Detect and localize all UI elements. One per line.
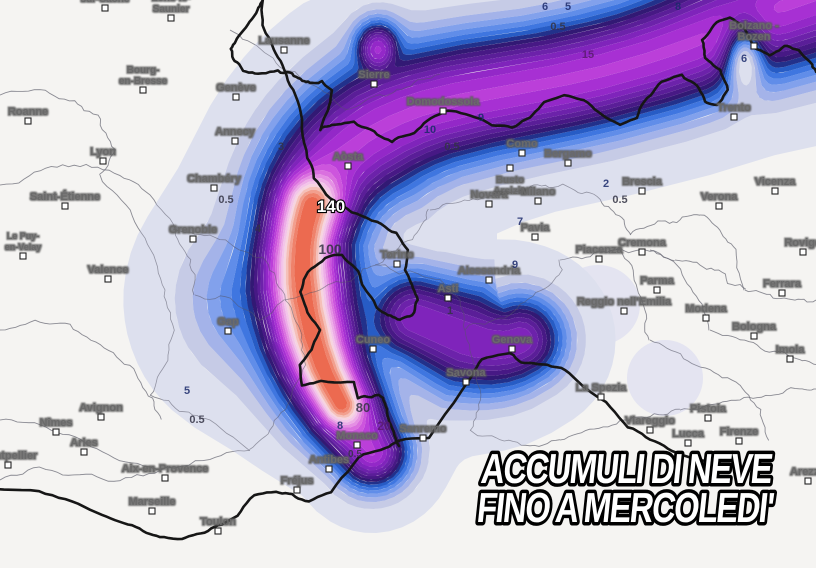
- svg-text:Como: Como: [506, 138, 537, 150]
- svg-text:0.5: 0.5: [218, 194, 233, 206]
- svg-text:Lausanne: Lausanne: [258, 35, 309, 47]
- svg-text:Imola: Imola: [776, 344, 806, 356]
- svg-text:Domodossola: Domodossola: [407, 96, 481, 108]
- svg-text:5: 5: [565, 1, 571, 13]
- svg-text:Aòsta: Aòsta: [333, 151, 364, 163]
- svg-text:Chambéry: Chambéry: [187, 173, 242, 185]
- svg-text:en-Bresse: en-Bresse: [119, 76, 168, 87]
- svg-text:Cuneo: Cuneo: [356, 334, 391, 346]
- svg-text:Sanremo: Sanremo: [399, 423, 446, 435]
- svg-text:Lyon: Lyon: [90, 146, 116, 158]
- svg-text:Trento: Trento: [717, 102, 751, 114]
- svg-text:100: 100: [318, 241, 342, 257]
- svg-text:Bourg-: Bourg-: [127, 65, 160, 76]
- svg-text:8: 8: [337, 420, 343, 432]
- svg-text:0.5: 0.5: [612, 194, 627, 206]
- svg-text:Bergamo: Bergamo: [544, 148, 592, 160]
- svg-text:Genève: Genève: [216, 82, 256, 94]
- svg-text:Annecy: Annecy: [215, 126, 256, 138]
- svg-text:5: 5: [184, 385, 190, 397]
- svg-text:Piacenza: Piacenza: [575, 244, 623, 256]
- svg-text:Milano: Milano: [521, 186, 556, 198]
- svg-text:20: 20: [377, 419, 391, 433]
- svg-text:FINO A MERCOLEDI': FINO A MERCOLEDI': [475, 485, 776, 532]
- svg-text:10: 10: [424, 124, 436, 136]
- svg-text:Asti: Asti: [438, 283, 459, 295]
- svg-text:Fréjus: Fréjus: [280, 475, 313, 487]
- svg-text:Avignon: Avignon: [79, 402, 123, 414]
- svg-text:0.5: 0.5: [550, 21, 565, 33]
- svg-text:Firenze: Firenze: [720, 426, 759, 438]
- svg-text:Vicenza: Vicenza: [755, 176, 797, 188]
- svg-text:Verona: Verona: [701, 191, 739, 203]
- svg-text:3: 3: [278, 141, 284, 153]
- svg-text:6: 6: [741, 53, 747, 65]
- svg-text:9: 9: [478, 112, 484, 124]
- svg-text:1: 1: [447, 305, 453, 317]
- svg-text:Genova: Genova: [492, 334, 533, 346]
- svg-text:Novara: Novara: [470, 189, 508, 201]
- svg-text:15: 15: [582, 49, 594, 61]
- svg-text:Saint-Étienne: Saint-Étienne: [30, 190, 100, 203]
- svg-text:Nîmes: Nîmes: [39, 417, 72, 429]
- svg-text:Arezzo: Arezzo: [790, 466, 816, 478]
- svg-text:Busto: Busto: [496, 175, 524, 186]
- svg-text:Sierre: Sierre: [358, 69, 389, 81]
- svg-text:Aix-en-Provence: Aix-en-Provence: [122, 463, 209, 475]
- svg-text:Cremona: Cremona: [618, 237, 667, 249]
- svg-text:Bozen: Bozen: [738, 31, 771, 43]
- svg-text:Pavia: Pavia: [521, 222, 551, 234]
- svg-text:Montpellier: Montpellier: [0, 450, 38, 462]
- svg-text:La Spezia: La Spezia: [576, 382, 628, 394]
- svg-text:Toulon: Toulon: [200, 516, 236, 528]
- svg-text:2: 2: [603, 178, 609, 190]
- svg-text:Modena: Modena: [685, 303, 727, 315]
- svg-text:Brescia: Brescia: [622, 176, 663, 188]
- svg-text:Arles: Arles: [70, 437, 98, 449]
- svg-text:Le Puy-: Le Puy-: [7, 231, 40, 241]
- svg-text:4: 4: [255, 223, 262, 235]
- svg-text:Lucca: Lucca: [672, 428, 705, 440]
- svg-text:Rovigo: Rovigo: [784, 237, 816, 249]
- svg-text:Gap: Gap: [217, 316, 239, 328]
- svg-text:7: 7: [517, 216, 523, 228]
- svg-text:Grenoble: Grenoble: [169, 224, 217, 236]
- svg-text:Parma: Parma: [640, 275, 675, 287]
- svg-text:0.5: 0.5: [189, 414, 204, 426]
- svg-text:Valence: Valence: [88, 264, 129, 276]
- svg-text:Ferrara: Ferrara: [763, 278, 802, 290]
- svg-text:en-Velay: en-Velay: [5, 242, 42, 252]
- svg-text:140: 140: [317, 197, 345, 216]
- svg-text:Marseille: Marseille: [128, 496, 175, 508]
- svg-text:Antibes: Antibes: [309, 454, 349, 466]
- svg-text:Saunier: Saunier: [153, 4, 190, 15]
- svg-text:Roanne: Roanne: [8, 106, 48, 118]
- svg-text:Pistoia: Pistoia: [690, 403, 727, 415]
- svg-text:9: 9: [512, 259, 518, 271]
- svg-text:sur-Saône: sur-Saône: [81, 0, 130, 5]
- svg-text:Torino: Torino: [380, 249, 414, 261]
- svg-text:0.5: 0.5: [348, 449, 362, 460]
- svg-text:80: 80: [356, 400, 370, 415]
- svg-text:Reggio nell'Emilia: Reggio nell'Emilia: [577, 296, 672, 308]
- svg-text:0.5: 0.5: [444, 141, 459, 153]
- svg-text:Savona: Savona: [446, 367, 486, 379]
- svg-text:Viareggio: Viareggio: [625, 415, 675, 427]
- svg-text:Bologna: Bologna: [732, 321, 777, 333]
- svg-text:8: 8: [675, 1, 681, 13]
- svg-text:6: 6: [542, 1, 548, 13]
